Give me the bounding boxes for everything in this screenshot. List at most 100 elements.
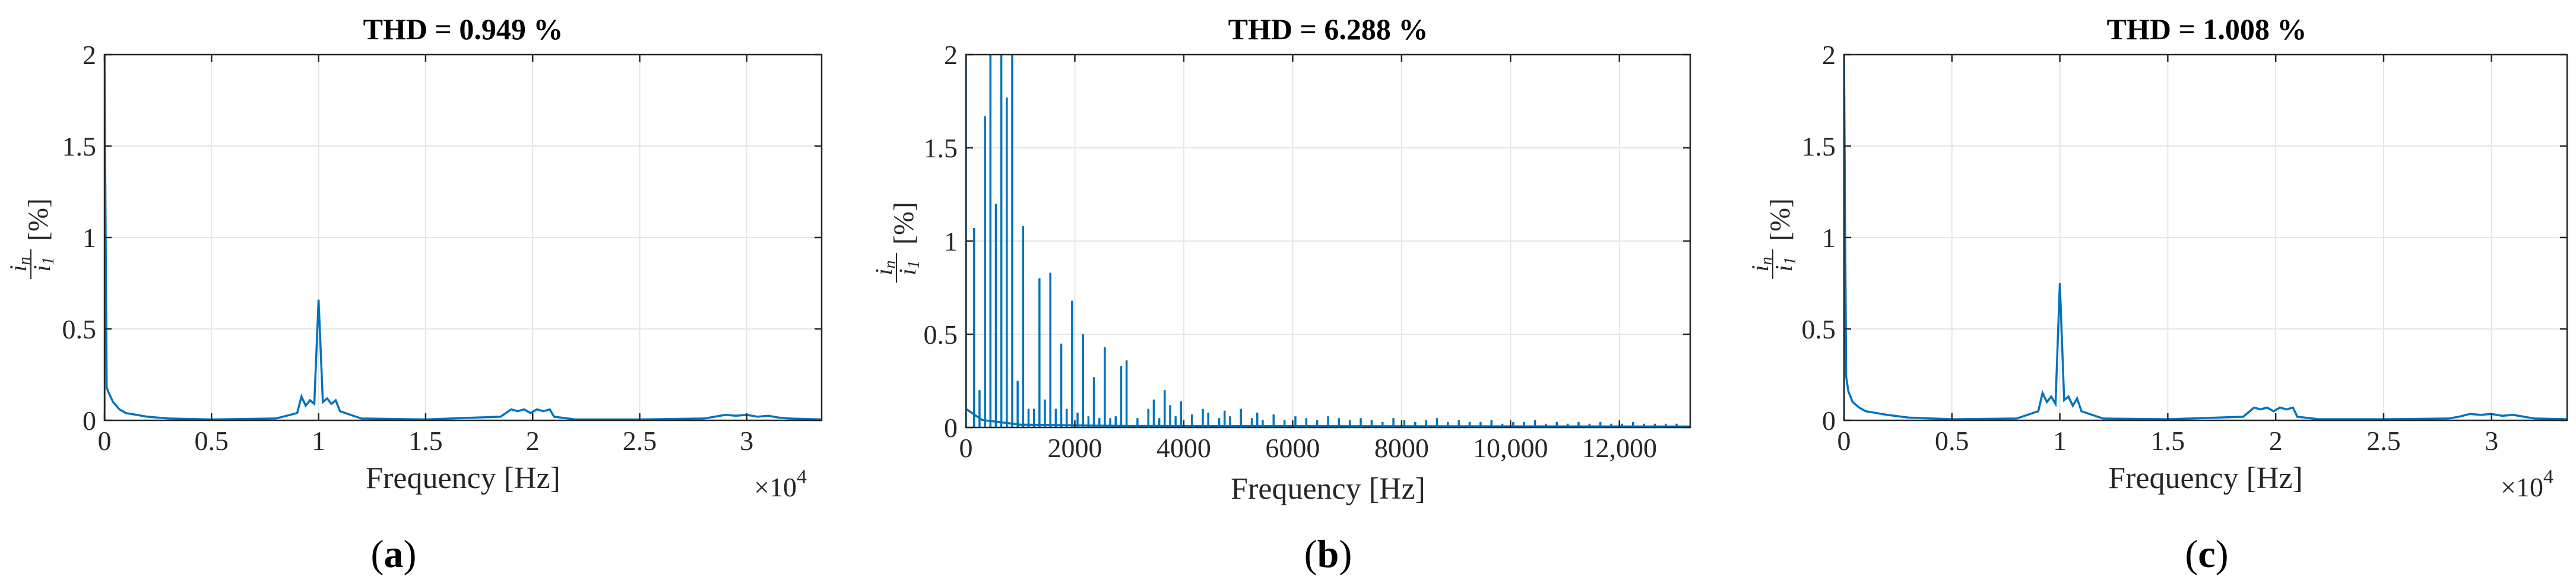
- x-axis-exponent: ×104: [2501, 466, 2553, 502]
- chart-panel-c: THD = 1.008 % 0 0.5 1 1.5 2 2.5 3 0 0.5 1 1.5 2 Fr…: [1747, 12, 2568, 576]
- y-axis-label-denominator: i: [28, 265, 55, 271]
- x-tick-label: 2: [526, 426, 540, 456]
- x-tick-label: 1: [312, 426, 325, 456]
- x-axis-exponent: ×104: [754, 466, 807, 502]
- chart-panel-b: THD = 6.288 % 0 2000 4000 6000 8000 10,000 12,…: [870, 12, 1691, 576]
- x-tick-label: 12,000: [1582, 433, 1658, 463]
- spectrum-line: [104, 54, 822, 420]
- chart-title: THD = 6.288 %: [1228, 12, 1428, 46]
- y-tick-label: 0.5: [1802, 314, 1836, 344]
- subfigure-label: (a): [371, 533, 417, 576]
- series-group: [1844, 54, 2567, 420]
- y-tick-label: 1.5: [1802, 131, 1836, 161]
- y-tick-label: 0.5: [924, 319, 958, 350]
- x-axis-exponent-base: ×10: [754, 472, 797, 502]
- grid: [1843, 54, 2567, 421]
- y-axis-label-denominator-sub: 1: [1781, 256, 1799, 265]
- svg-text:in: in: [870, 260, 899, 275]
- x-tick-label: 2: [2269, 426, 2283, 456]
- x-tick-label: 2000: [1047, 433, 1102, 463]
- y-axis-label: in i1 [%]: [5, 198, 58, 279]
- y-axis-label-numerator-sub: n: [15, 256, 34, 265]
- y-axis-label-denominator: i: [894, 268, 921, 275]
- y-tick-label: 1: [1822, 223, 1836, 253]
- x-tick-label: 3: [2485, 426, 2498, 456]
- plot-area: [104, 54, 822, 420]
- y-tick-label: 2: [83, 40, 96, 70]
- x-axis-exponent-power: 4: [797, 466, 807, 488]
- y-axis-label-unit: [%]: [23, 198, 54, 241]
- x-tick-label: 4000: [1156, 433, 1211, 463]
- x-tick-label: 2.5: [623, 426, 657, 456]
- y-tick-label: 1: [83, 223, 96, 253]
- y-tick-label: 2: [1822, 40, 1836, 70]
- x-tick-label: 0: [959, 433, 973, 463]
- y-tick-label: 2: [944, 40, 958, 70]
- plot-area: [1844, 54, 2567, 420]
- x-tick-label: 6000: [1265, 433, 1320, 463]
- axes: [965, 53, 1691, 429]
- y-axis-label-denominator-sub: 1: [39, 256, 58, 265]
- x-tick-label: 8000: [1374, 433, 1429, 463]
- y-tick-label: 0.5: [62, 314, 97, 344]
- y-axis-label-numerator-sub: n: [1757, 256, 1776, 265]
- x-tick-label: 1.5: [2151, 426, 2185, 456]
- y-tick-label: 0: [944, 413, 958, 443]
- subfigure-label: (b): [1304, 533, 1352, 576]
- svg-text:i1: i1: [1770, 256, 1799, 271]
- subfigure-letter: a: [384, 533, 404, 576]
- x-tick-label: 0: [1837, 426, 1851, 456]
- svg-text:i1: i1: [894, 260, 923, 275]
- y-tick-labels: 0 0.5 1 1.5 2: [924, 40, 958, 443]
- y-axis-label-numerator: i: [870, 268, 897, 275]
- x-tick-label: 1.5: [408, 426, 443, 456]
- axes: [103, 53, 823, 422]
- x-axis-label: Frequency [Hz]: [2108, 461, 2303, 495]
- x-axis-exponent-base: ×10: [2501, 472, 2543, 502]
- chart-panel-a: THD = 0.949 % 0 0.5 1 1.5 2 2.5 3 0 0.5 1 1.5 2 Fr…: [5, 12, 823, 576]
- chart-title: THD = 1.008 %: [2107, 12, 2307, 46]
- y-axis-label-denominator-sub: 1: [905, 260, 923, 268]
- x-tick-label: 0.5: [195, 426, 229, 456]
- y-axis-label-unit: [%]: [888, 202, 920, 245]
- grid: [965, 54, 1690, 428]
- axes: [1843, 53, 2568, 422]
- svg-text:i1: i1: [28, 256, 58, 271]
- y-tick-label: 1: [944, 226, 958, 256]
- x-tick-label: 10,000: [1473, 433, 1548, 463]
- x-tick-labels: 0 2000 4000 6000 8000 10,000 12,000: [959, 433, 1658, 463]
- chart-title: THD = 0.949 %: [363, 12, 563, 46]
- x-axis-exponent-power: 4: [2543, 466, 2553, 488]
- x-tick-label: 1: [2053, 426, 2067, 456]
- x-tick-label: 0.5: [1935, 426, 1969, 456]
- subfigure-letter: b: [1317, 533, 1339, 576]
- y-axis-label-numerator: i: [5, 265, 31, 271]
- svg-text:in: in: [1747, 256, 1776, 271]
- x-axis-label: Frequency [Hz]: [1231, 472, 1425, 506]
- x-tick-labels: 0 0.5 1 1.5 2 2.5 3: [98, 426, 754, 456]
- plot-area: [966, 55, 1690, 427]
- spectrum-line: [1844, 54, 2567, 420]
- y-axis-label: in i1 [%]: [1747, 198, 1799, 279]
- x-tick-label: 2.5: [2366, 426, 2401, 456]
- y-axis-label-denominator: i: [1770, 265, 1797, 271]
- svg-text:in: in: [5, 256, 34, 271]
- series-group: [104, 54, 822, 420]
- y-axis-label-unit: [%]: [1764, 198, 1796, 241]
- x-tick-label: 0: [98, 426, 112, 456]
- y-tick-label: 1.5: [924, 133, 958, 163]
- y-tick-labels: 0 0.5 1 1.5 2: [62, 40, 97, 436]
- series-group: [966, 55, 1690, 427]
- y-axis-label: in i1 [%]: [870, 202, 923, 283]
- grid: [104, 54, 822, 421]
- x-axis-label: Frequency [Hz]: [366, 461, 560, 495]
- y-tick-labels: 0 0.5 1 1.5 2: [1802, 40, 1836, 436]
- y-tick-label: 1.5: [62, 131, 97, 161]
- y-tick-label: 0: [83, 406, 96, 436]
- y-axis-label-numerator-sub: n: [881, 260, 899, 268]
- x-tick-labels: 0 0.5 1 1.5 2 2.5 3: [1837, 426, 2499, 456]
- y-tick-label: 0: [1822, 406, 1836, 436]
- x-tick-label: 3: [740, 426, 753, 456]
- subfigure-label: (c): [2185, 533, 2228, 576]
